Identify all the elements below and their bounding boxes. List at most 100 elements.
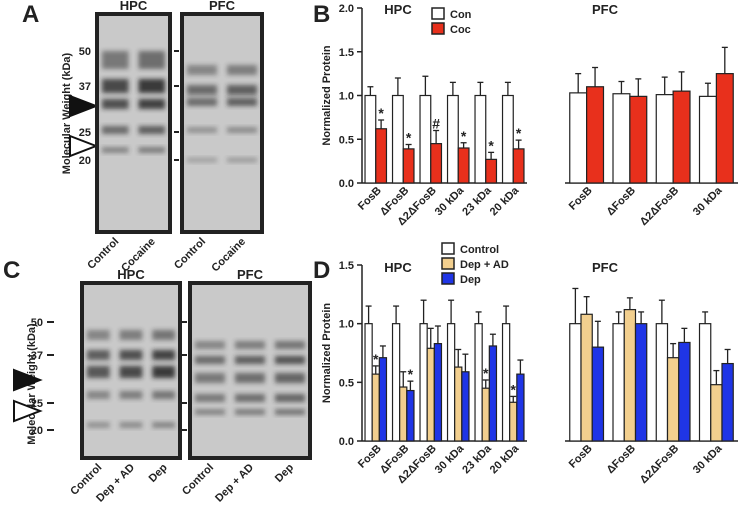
panel-letter: D (313, 257, 330, 284)
bar (406, 389, 415, 442)
blot-band (87, 391, 110, 399)
bar (678, 341, 691, 442)
blot-band (195, 341, 225, 349)
blot-background (97, 14, 170, 232)
blot-frame (80, 281, 182, 460)
error-bar (594, 320, 601, 348)
error-bar (448, 299, 455, 324)
blot-band (227, 85, 257, 95)
legend-label: Dep (460, 274, 481, 286)
bar (454, 366, 463, 442)
x-tick-label: 30 kDa (433, 184, 467, 218)
error-bar (635, 78, 642, 97)
error-bar (422, 75, 429, 96)
blot-band (235, 394, 265, 402)
bar (364, 323, 373, 442)
band-arrow (13, 399, 43, 423)
error-bar (405, 143, 412, 149)
band-arrow (69, 134, 99, 158)
error-bar (488, 151, 495, 160)
bar (461, 371, 470, 442)
marker-label: 37 (79, 81, 91, 93)
error-bar (477, 81, 484, 96)
bar (419, 323, 428, 442)
blot-band (87, 366, 110, 378)
legend-swatch (441, 257, 455, 270)
bar (655, 94, 674, 184)
marker-label: 20 (31, 425, 43, 437)
blot-background (182, 14, 262, 232)
significance-mark: * (516, 125, 522, 141)
blot-title: HPC (117, 267, 145, 282)
x-tick-label: 30 kDa (433, 442, 467, 476)
blot-band (195, 373, 225, 383)
bar (612, 93, 631, 184)
blot-band (227, 98, 257, 106)
bar (501, 323, 511, 442)
blot-band (275, 409, 305, 415)
bar (419, 94, 432, 184)
legend-swatch (431, 22, 445, 35)
error-bar (681, 327, 688, 343)
blot-title: PFC (237, 267, 264, 282)
significance-mark: # (432, 116, 440, 132)
x-tick-label: 20 kDa (488, 442, 522, 476)
blot-title: PFC (209, 0, 236, 13)
blot-band (102, 99, 129, 109)
significance-mark: * (408, 366, 414, 382)
blot-band (102, 79, 129, 93)
bar (516, 373, 525, 442)
error-bar (420, 299, 427, 324)
bar (580, 313, 593, 442)
error-bar (379, 345, 386, 358)
blot-band (227, 127, 257, 133)
error-bar (572, 287, 579, 324)
blot-frame (180, 12, 264, 234)
x-tick-label: FosB (567, 185, 595, 213)
blot-band (275, 356, 305, 364)
error-bar (658, 299, 665, 324)
error-bar (449, 81, 456, 96)
significance-mark: * (378, 105, 384, 121)
error-bar (503, 305, 510, 324)
x-tick-label: 23 kDa (460, 442, 494, 476)
panel-letter: C (3, 257, 20, 284)
blot-band (87, 350, 110, 360)
bar (672, 90, 691, 184)
bar (402, 148, 415, 184)
x-tick-label: FosB (567, 443, 595, 471)
significance-mark: * (373, 351, 379, 367)
error-bar (482, 379, 489, 389)
error-bar (460, 142, 467, 148)
blot-band (275, 373, 305, 383)
bar (629, 95, 648, 184)
blot-band (227, 65, 257, 75)
blot-band (138, 79, 165, 93)
blot-band (235, 341, 265, 349)
marker-label: 25 (31, 398, 43, 410)
significance-mark: * (511, 381, 517, 397)
blot-band (87, 422, 110, 428)
blot-band (275, 341, 305, 349)
error-bar (618, 80, 625, 94)
error-bar (489, 333, 496, 346)
marker-label: 50 (31, 317, 43, 329)
bar (474, 94, 487, 184)
bar (446, 323, 456, 442)
blot-band (119, 330, 143, 340)
bar (426, 347, 435, 442)
legend-label: Dep + AD (460, 259, 509, 271)
error-bar (365, 305, 372, 324)
blot-band (152, 366, 175, 378)
blot-band (195, 409, 225, 415)
blot-band (119, 422, 143, 428)
bar (375, 128, 388, 184)
bar (698, 95, 717, 184)
bar (715, 73, 734, 184)
lane-label: Dep (147, 461, 170, 484)
significance-mark: * (461, 128, 467, 144)
error-bar (475, 311, 482, 324)
error-bar (367, 86, 374, 96)
blot-band (187, 85, 217, 95)
blot-band (102, 126, 129, 134)
